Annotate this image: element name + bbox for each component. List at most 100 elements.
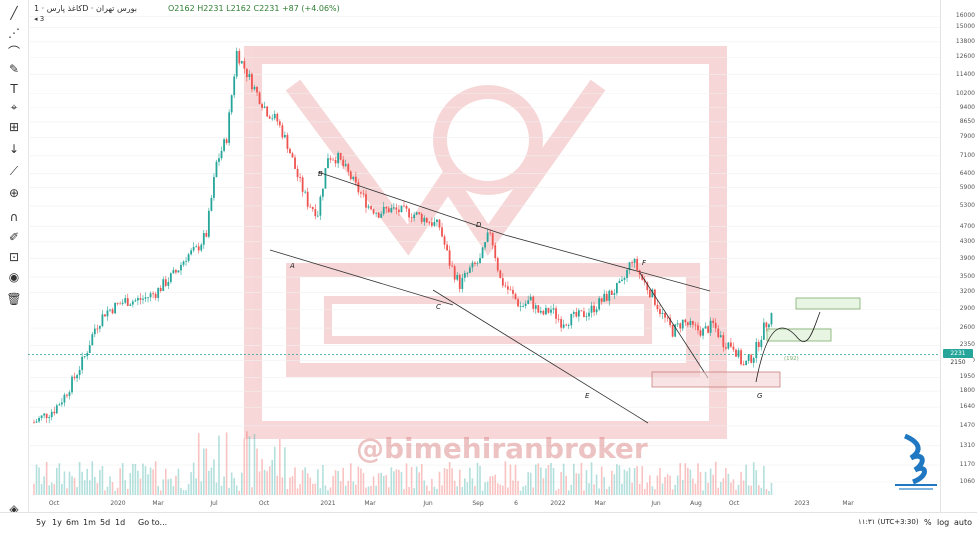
price-chart[interactable]: (192) A B C D E F G @bimehiranbroker	[28, 0, 940, 512]
volume-bar	[124, 480, 127, 495]
volume-bar	[61, 483, 63, 495]
volume-bar	[446, 469, 448, 495]
brush-icon[interactable]: ✎	[8, 62, 20, 76]
chart-canvas[interactable]: (192) A B C D E F G	[28, 0, 940, 512]
volume-bar	[246, 431, 248, 495]
volume-bar	[674, 484, 676, 495]
candle-body	[187, 254, 190, 261]
volume-bar	[319, 488, 322, 495]
volume-bar	[420, 463, 423, 495]
volume-bar	[157, 485, 159, 495]
candle-body	[349, 171, 352, 180]
goto-button[interactable]: Go to...	[138, 518, 168, 527]
log-toggle[interactable]: log	[937, 518, 950, 527]
volume-bar	[557, 488, 560, 495]
volume-bar	[149, 467, 152, 495]
volume-bar	[357, 466, 360, 495]
volume-bar	[616, 464, 618, 495]
candle-body	[570, 313, 573, 326]
candle-body	[190, 250, 193, 255]
range-1d[interactable]: 1d	[115, 518, 126, 527]
candle-body	[512, 289, 514, 294]
candle-body	[387, 208, 390, 213]
volume-bar	[192, 462, 195, 495]
candle-body	[542, 310, 545, 315]
price-tick: 16000	[955, 12, 975, 20]
ruler-icon[interactable]: ⟋	[9, 163, 19, 178]
volume-bar	[162, 479, 165, 495]
arrow-icon[interactable]: ↓	[8, 142, 20, 156]
volume-bar	[456, 486, 459, 495]
candle-body	[200, 244, 203, 251]
candle-body	[588, 312, 590, 317]
range-6m[interactable]: 6m	[66, 518, 79, 527]
volume-bar	[205, 448, 208, 495]
layers-icon[interactable]: ◈	[9, 502, 19, 516]
symbol-title[interactable]: کاغذ پارس · 1D · بورس تهران	[34, 4, 137, 13]
candle-body	[479, 257, 481, 264]
candle-body	[45, 413, 48, 419]
time-tick: Oct	[728, 500, 740, 507]
range-5y[interactable]: 5y	[36, 518, 46, 527]
candle-body	[702, 328, 704, 336]
volume-bar	[484, 482, 486, 495]
volume-bar	[628, 467, 631, 495]
trash-icon[interactable]: 🗑	[6, 292, 22, 306]
magnet-icon[interactable]: ∩	[9, 210, 19, 224]
zoom-icon[interactable]: ⊕	[8, 186, 20, 200]
text-icon[interactable]: T	[10, 82, 18, 96]
candle-body	[294, 157, 296, 169]
eye-icon[interactable]: ◉	[8, 270, 20, 284]
price-axis[interactable]: 16000 15000 13800 12600 11400 10200 9400 8650 79…	[940, 0, 977, 512]
volume-bar	[750, 485, 752, 495]
candle-body	[697, 325, 699, 331]
volume-bar	[279, 439, 281, 495]
range-1m[interactable]: 1m	[83, 518, 96, 527]
volume-bar	[687, 467, 689, 495]
pattern-icon[interactable]: ⌖	[10, 99, 18, 114]
percent-toggle[interactable]: %	[924, 518, 932, 527]
candle-body	[322, 188, 324, 197]
indicator-count[interactable]: ◂ 3	[34, 15, 45, 23]
timezone-label[interactable]: ۱۱:۳۱ (UTC+3:30)	[858, 518, 919, 526]
volume-bar	[709, 468, 712, 495]
candle-body	[628, 262, 631, 271]
candle-body	[235, 50, 238, 77]
auto-toggle[interactable]: auto	[954, 518, 973, 527]
volume-bar	[400, 471, 403, 495]
volume-bar	[537, 463, 540, 495]
time-tick: 6	[514, 500, 518, 507]
volume-bar	[142, 463, 144, 495]
volume-bar	[740, 471, 742, 495]
candle-body	[735, 349, 737, 357]
candle-body	[50, 411, 53, 418]
candle-body	[567, 325, 570, 327]
candle-body	[517, 299, 519, 307]
trend-drawings[interactable]: (192) A B C D E F G	[269, 170, 861, 424]
candle-body	[220, 150, 223, 159]
candle-body	[352, 176, 355, 180]
volume-bar	[684, 463, 687, 495]
measure-icon[interactable]: ⊞	[8, 120, 20, 134]
candle-body	[111, 309, 114, 314]
range-5d[interactable]: 5d	[100, 518, 111, 527]
volume-bar	[362, 473, 365, 495]
volume-bar	[752, 462, 755, 495]
volume-bar	[132, 463, 134, 495]
range-1y[interactable]: 1y	[52, 518, 62, 527]
candle-body	[398, 209, 400, 213]
lock-draw-icon[interactable]: ✐	[8, 230, 20, 244]
candle-body	[522, 306, 525, 307]
lock-icon[interactable]: ⊡	[8, 250, 20, 264]
volume-bar	[517, 481, 519, 495]
price-tick: 1470	[959, 421, 975, 429]
trend-line-icon[interactable]: ⋰	[8, 26, 20, 40]
volume-bar	[560, 471, 562, 495]
candle-body	[154, 293, 157, 298]
cursor-icon[interactable]: ╱	[10, 6, 18, 20]
volume-bar	[355, 484, 357, 495]
volume-bar	[172, 486, 175, 495]
fib-icon[interactable]: ⌒	[7, 44, 20, 59]
candle-body	[458, 274, 461, 289]
volume-bar	[466, 482, 469, 495]
